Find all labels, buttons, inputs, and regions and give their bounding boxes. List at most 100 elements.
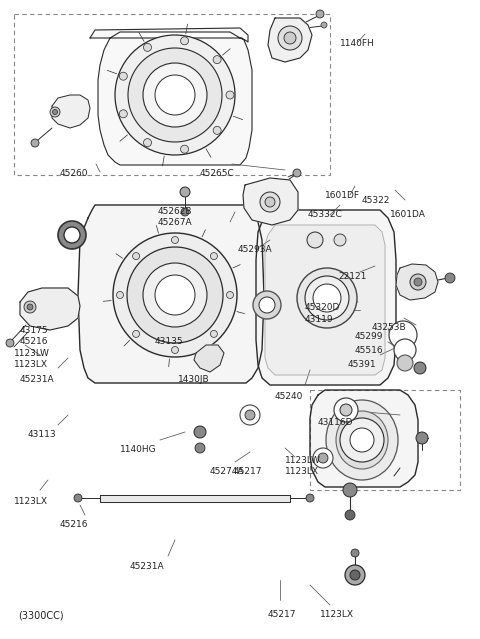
Circle shape	[213, 56, 221, 64]
Text: 1140HG: 1140HG	[120, 445, 156, 454]
Circle shape	[117, 291, 123, 298]
Polygon shape	[90, 28, 252, 165]
Text: 45260: 45260	[60, 169, 88, 178]
Circle shape	[120, 110, 127, 118]
Circle shape	[350, 570, 360, 580]
Circle shape	[128, 48, 222, 142]
Circle shape	[143, 63, 207, 127]
Circle shape	[210, 252, 217, 259]
Text: 1123LX: 1123LX	[14, 360, 48, 369]
Circle shape	[180, 145, 189, 153]
Circle shape	[397, 355, 413, 371]
Circle shape	[171, 236, 179, 243]
Text: 45217: 45217	[268, 610, 297, 619]
Circle shape	[31, 139, 39, 147]
Circle shape	[305, 276, 349, 320]
Circle shape	[389, 321, 417, 349]
Circle shape	[293, 169, 301, 177]
Circle shape	[52, 109, 58, 114]
Circle shape	[340, 418, 384, 462]
Text: 45274A: 45274A	[210, 467, 244, 476]
Circle shape	[180, 187, 190, 197]
Polygon shape	[268, 18, 312, 62]
Circle shape	[410, 274, 426, 290]
Circle shape	[64, 227, 80, 243]
Text: 43116D: 43116D	[318, 418, 353, 427]
Circle shape	[345, 510, 355, 520]
Circle shape	[132, 252, 140, 259]
Circle shape	[58, 221, 86, 249]
Circle shape	[180, 37, 189, 45]
Circle shape	[297, 268, 357, 328]
Circle shape	[278, 26, 302, 50]
Circle shape	[316, 10, 324, 18]
Text: 45240: 45240	[275, 392, 303, 401]
Text: 45262B: 45262B	[158, 207, 192, 216]
Text: 45216: 45216	[60, 520, 88, 529]
Polygon shape	[265, 225, 385, 375]
Ellipse shape	[336, 411, 388, 469]
Circle shape	[245, 410, 255, 420]
Polygon shape	[194, 345, 224, 372]
Circle shape	[313, 284, 341, 312]
Circle shape	[345, 565, 365, 585]
Text: 1601DF: 1601DF	[325, 191, 360, 200]
Text: 45231A: 45231A	[130, 562, 165, 571]
Text: 43135: 43135	[155, 337, 184, 346]
Circle shape	[313, 448, 333, 468]
Text: 45391: 45391	[348, 360, 377, 369]
Circle shape	[414, 278, 422, 286]
Circle shape	[416, 432, 428, 444]
Text: 43253B: 43253B	[372, 323, 407, 332]
Circle shape	[143, 263, 207, 327]
Circle shape	[394, 339, 416, 361]
Polygon shape	[52, 95, 90, 128]
Circle shape	[144, 43, 152, 51]
Polygon shape	[78, 205, 264, 383]
Text: 45265C: 45265C	[200, 169, 235, 178]
Text: 45216: 45216	[20, 337, 48, 346]
Text: 45320D: 45320D	[305, 303, 340, 312]
Circle shape	[227, 291, 233, 298]
Circle shape	[343, 483, 357, 497]
Text: 1123LX: 1123LX	[285, 467, 319, 476]
Circle shape	[334, 234, 346, 246]
Text: (3300CC): (3300CC)	[18, 610, 64, 620]
Text: 1140FH: 1140FH	[340, 39, 375, 48]
Circle shape	[253, 291, 281, 319]
Circle shape	[132, 330, 140, 337]
Text: 1430JB: 1430JB	[178, 375, 210, 384]
Text: 43119: 43119	[305, 315, 334, 324]
Text: 45293A: 45293A	[238, 245, 273, 254]
Text: 1123LW: 1123LW	[14, 349, 50, 358]
Circle shape	[24, 301, 36, 313]
Circle shape	[181, 208, 189, 216]
Text: 45267A: 45267A	[158, 218, 192, 227]
Circle shape	[213, 127, 221, 134]
Circle shape	[350, 428, 374, 452]
Circle shape	[240, 405, 260, 425]
Circle shape	[120, 72, 127, 80]
Circle shape	[210, 330, 217, 337]
Text: 43113: 43113	[28, 430, 57, 439]
Ellipse shape	[326, 400, 398, 480]
Text: 1601DA: 1601DA	[390, 210, 426, 219]
Circle shape	[307, 232, 323, 248]
Circle shape	[74, 494, 82, 502]
Circle shape	[321, 22, 327, 28]
Circle shape	[27, 304, 33, 310]
Text: 1123LX: 1123LX	[14, 497, 48, 506]
Polygon shape	[396, 264, 438, 300]
Circle shape	[351, 549, 359, 557]
Polygon shape	[243, 178, 298, 225]
Circle shape	[50, 107, 60, 117]
Circle shape	[334, 398, 358, 422]
Polygon shape	[310, 390, 418, 487]
Circle shape	[155, 75, 195, 115]
Circle shape	[284, 32, 296, 44]
Circle shape	[260, 192, 280, 212]
Text: 45299: 45299	[355, 332, 384, 341]
Text: 45231A: 45231A	[20, 375, 55, 384]
Circle shape	[155, 275, 195, 315]
Circle shape	[195, 443, 205, 453]
